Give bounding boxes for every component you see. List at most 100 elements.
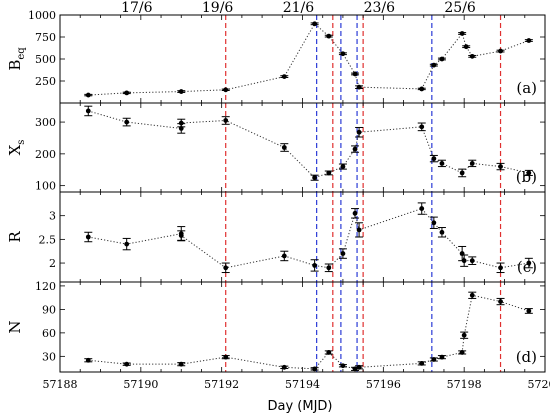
- data-point: [355, 222, 364, 238]
- data-point: [221, 116, 230, 125]
- data-marker: [326, 170, 332, 176]
- panel-label: (c): [517, 258, 537, 276]
- data-marker: [178, 120, 184, 126]
- data-marker: [326, 265, 332, 271]
- y-tick-label: 100: [35, 180, 56, 193]
- data-point: [310, 21, 319, 27]
- data-marker: [281, 74, 287, 79]
- x-tick-label: 57196: [366, 378, 401, 391]
- data-marker: [469, 160, 475, 166]
- top-date-labels: 17/6 19/6 21/6 23/6 25/6: [121, 0, 476, 16]
- data-marker: [356, 364, 362, 370]
- data-point: [351, 145, 360, 153]
- data-marker: [356, 227, 362, 233]
- data-point: [221, 354, 230, 360]
- top-date-label: 21/6: [283, 0, 315, 16]
- x-tick-label: 57194: [285, 378, 320, 391]
- data-point: [437, 56, 446, 62]
- data-point: [524, 38, 533, 43]
- data-marker: [498, 164, 503, 169]
- panel-label: (d): [516, 348, 537, 366]
- data-point: [324, 263, 333, 273]
- data-marker: [461, 332, 467, 338]
- data-marker: [223, 265, 229, 271]
- data-marker: [439, 160, 445, 166]
- x-tick-label: 57198: [447, 378, 482, 391]
- data-point: [458, 168, 467, 178]
- data-marker: [526, 308, 532, 314]
- data-point: [460, 331, 469, 339]
- data-point: [417, 86, 426, 92]
- data-point: [84, 231, 93, 243]
- series-line: [88, 110, 529, 179]
- data-marker: [124, 361, 130, 367]
- data-point: [496, 262, 505, 274]
- top-date-label: 19/6: [202, 0, 234, 16]
- y-tick-label: 3: [49, 210, 56, 223]
- data-point: [122, 90, 131, 96]
- data-marker: [340, 363, 346, 369]
- data-marker: [431, 62, 437, 68]
- data-marker: [419, 86, 425, 92]
- data-marker: [459, 31, 465, 36]
- data-point: [417, 360, 426, 366]
- data-point: [84, 92, 93, 98]
- x-tick-label: 57190: [123, 378, 158, 391]
- data-marker: [439, 229, 445, 235]
- data-marker: [459, 170, 465, 176]
- y-tick-label: 1000: [28, 9, 56, 22]
- y-tick-label: 30: [42, 350, 56, 363]
- data-marker: [498, 299, 503, 304]
- data-marker: [326, 350, 332, 355]
- data-point: [351, 208, 360, 219]
- data-marker: [326, 33, 332, 39]
- data-marker: [124, 90, 130, 96]
- data-marker: [498, 48, 503, 54]
- data-marker: [526, 38, 532, 43]
- data-point: [351, 71, 360, 77]
- data-point: [310, 366, 319, 372]
- data-marker: [85, 234, 91, 240]
- data-marker: [439, 56, 445, 62]
- data-marker: [419, 360, 425, 366]
- y-axis-label: Xs: [6, 140, 27, 156]
- data-marker: [178, 89, 184, 94]
- data-point: [177, 230, 186, 241]
- data-marker: [178, 233, 184, 238]
- data-marker: [223, 118, 229, 123]
- data-point: [417, 122, 426, 132]
- data-point: [338, 51, 347, 57]
- data-marker: [312, 21, 318, 27]
- data-point: [468, 291, 477, 299]
- data-point: [417, 202, 426, 215]
- data-point: [524, 308, 533, 314]
- data-marker: [352, 366, 358, 372]
- data-marker: [85, 108, 91, 114]
- data-marker: [431, 357, 437, 362]
- data-point: [437, 159, 446, 168]
- data-marker: [281, 145, 287, 150]
- data-marker: [352, 210, 358, 216]
- data-point: [177, 118, 186, 128]
- data-point: [468, 256, 477, 265]
- data-marker: [463, 44, 469, 50]
- data-point: [437, 227, 446, 238]
- data-point: [429, 62, 438, 68]
- panel-frame: [59, 191, 546, 283]
- data-point: [310, 259, 319, 272]
- panel-d: 30 60 90 120 N (d): [6, 280, 546, 373]
- data-point: [84, 357, 93, 363]
- data-marker: [419, 124, 425, 130]
- x-tick-label: 57192: [204, 378, 239, 391]
- data-point: [458, 350, 467, 355]
- data-point: [338, 248, 347, 259]
- top-date-label: 17/6: [121, 0, 153, 16]
- data-point: [338, 163, 347, 170]
- data-marker: [431, 220, 437, 226]
- data-point: [122, 117, 131, 127]
- data-marker: [469, 292, 475, 298]
- y-tick-label: 2: [49, 257, 56, 270]
- data-marker: [223, 87, 229, 93]
- y-axis-label: R: [6, 231, 24, 243]
